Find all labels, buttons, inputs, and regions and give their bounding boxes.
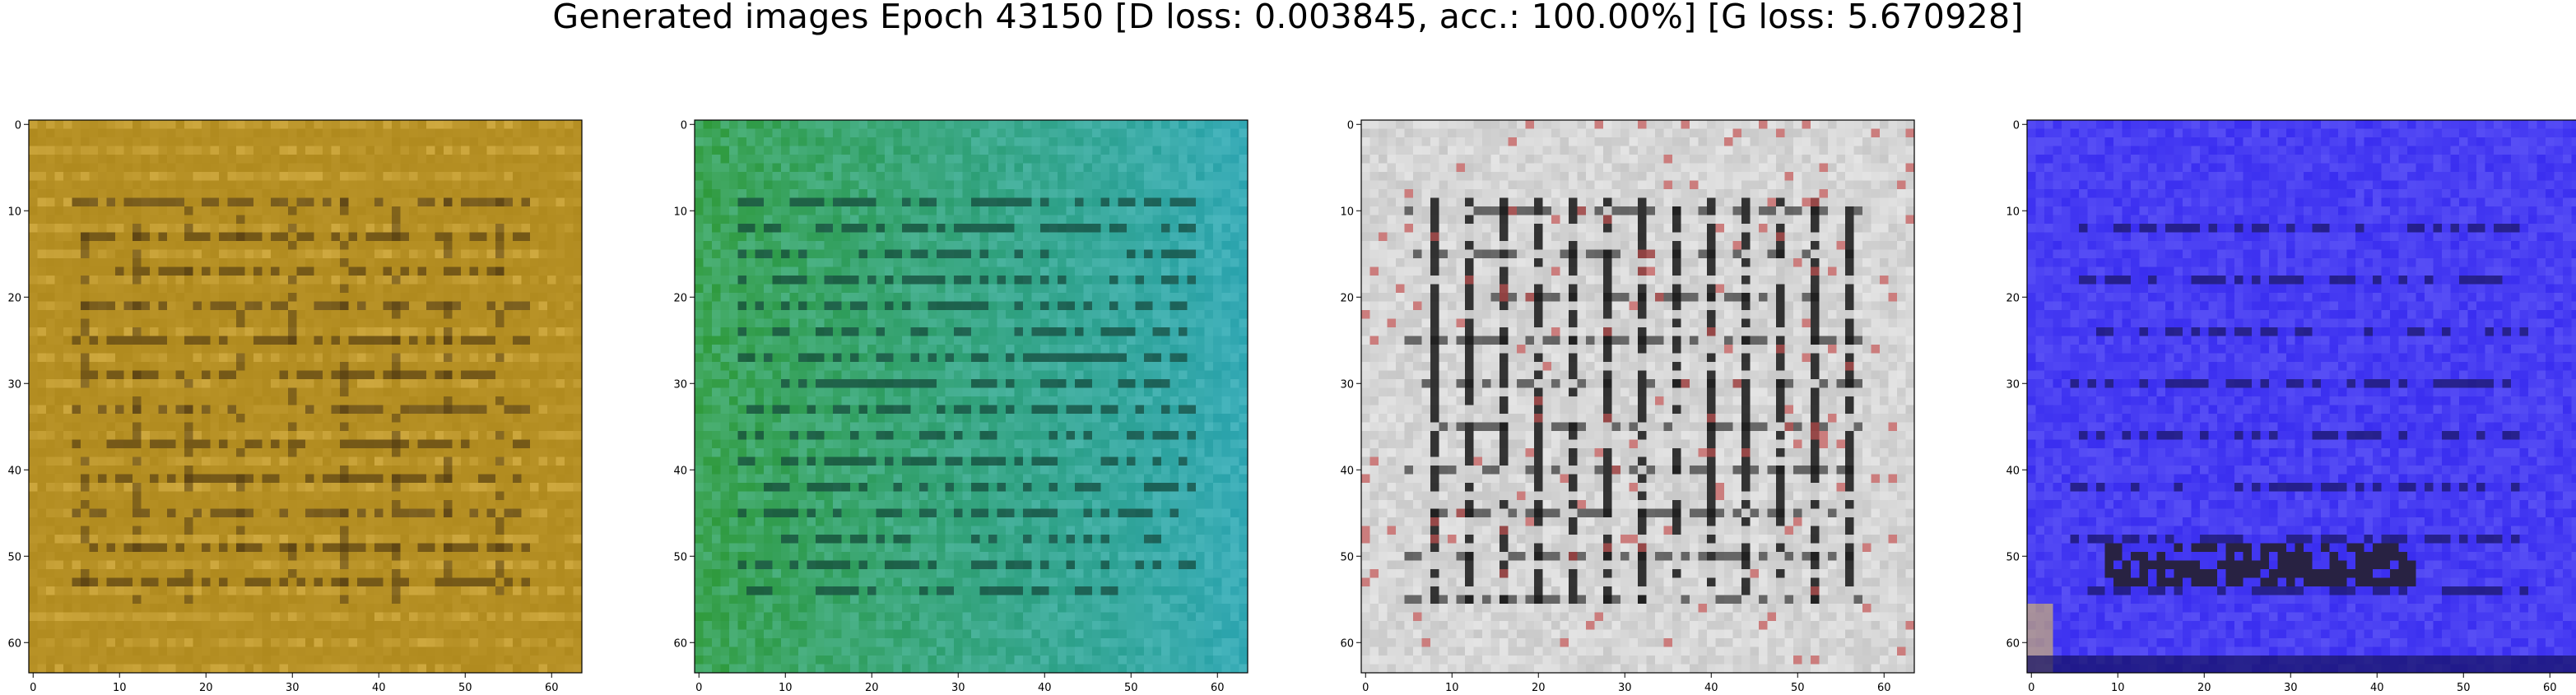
y-tick-label: 0 [681,119,687,132]
subplot-4-axes: 0 10 20 30 40 50 60 0 10 20 30 40 50 60 [2006,119,2576,694]
x-tick-label: 40 [1038,682,1052,694]
y-tick-label: 50 [1340,551,1354,563]
x-tick-label: 30 [951,682,965,694]
x-tick-label: 10 [113,682,127,694]
y-tick-label: 50 [7,551,21,563]
axes-frame [2026,119,2576,674]
y-tick-label: 10 [7,206,21,218]
subplot-3: 0 10 20 30 40 50 60 0 10 20 30 40 50 60 [1340,119,1915,694]
subplot-2-axes: 0 10 20 30 40 50 60 0 10 20 30 40 50 60 [673,119,1248,694]
x-tick-label: 20 [865,682,879,694]
y-tick-label: 0 [1347,119,1354,132]
y-tick-label: 30 [2006,378,2020,391]
y-tick-label: 30 [673,378,687,391]
generated-image-4 [2027,120,2576,674]
y-tick-label: 40 [673,465,687,477]
y-tick-label: 60 [673,637,687,650]
x-tick-label: 20 [199,682,213,694]
y-tick-label: 10 [1340,206,1354,218]
y-tick-label: 0 [2013,119,2020,132]
x-tick-label: 0 [30,682,36,694]
x-tick-label: 0 [695,682,702,694]
x-tick-label: 50 [1791,682,1805,694]
x-tick-label: 50 [2457,682,2471,694]
y-tick-label: 20 [7,292,21,304]
x-tick-label: 10 [779,682,793,694]
y-tick-label: 20 [673,292,687,304]
subplot-1-axes: 0 10 20 30 40 50 60 0 10 20 30 40 50 60 [7,119,583,694]
subplot-1: 0 10 20 30 40 50 60 0 10 20 30 40 50 60 [7,119,583,694]
axes-frame [694,119,1248,674]
figure-title: Generated images Epoch 43150 [D loss: 0.… [552,0,2024,36]
generated-image-2 [695,120,1248,674]
y-tick-label: 20 [1340,292,1354,304]
y-tick-label: 40 [7,465,21,477]
y-tick-label: 0 [15,119,21,132]
x-tick-label: 10 [1445,682,1459,694]
subplot-3-axes: 0 10 20 30 40 50 60 0 10 20 30 40 50 60 [1340,119,1915,694]
generated-image-3 [1361,120,1915,674]
x-tick-label: 50 [1124,682,1138,694]
y-tick-label: 60 [7,637,21,650]
x-tick-label: 10 [2111,682,2125,694]
subplot-4: 0 10 20 30 40 50 60 0 10 20 30 40 50 60 [2006,119,2576,694]
x-tick-label: 40 [372,682,386,694]
y-tick-label: 60 [2006,637,2020,650]
x-tick-label: 0 [1362,682,1369,694]
y-tick-label: 50 [673,551,687,563]
y-tick-label: 50 [2006,551,2020,563]
y-tick-label: 10 [673,206,687,218]
x-tick-label: 50 [458,682,472,694]
x-tick-label: 30 [2284,682,2298,694]
x-tick-label: 60 [1211,682,1225,694]
x-tick-label: 20 [2197,682,2211,694]
x-tick-label: 60 [2543,682,2557,694]
y-tick-label: 30 [1340,378,1354,391]
subplot-2: 0 10 20 30 40 50 60 0 10 20 30 40 50 60 [673,119,1248,694]
x-tick-label: 20 [1532,682,1546,694]
axes-frame [1360,119,1915,674]
y-tick-label: 30 [7,378,21,391]
y-tick-label: 60 [1340,637,1354,650]
y-tick-label: 40 [2006,465,2020,477]
generated-image-1 [29,120,583,674]
x-tick-label: 40 [2370,682,2384,694]
x-tick-label: 40 [1704,682,1718,694]
x-tick-label: 30 [286,682,300,694]
x-tick-label: 60 [1877,682,1891,694]
x-tick-label: 30 [1618,682,1632,694]
y-tick-label: 10 [2006,206,2020,218]
x-tick-label: 0 [2028,682,2034,694]
y-tick-label: 40 [1340,465,1354,477]
y-tick-label: 20 [2006,292,2020,304]
x-tick-label: 60 [545,682,559,694]
axes-frame [28,119,583,674]
